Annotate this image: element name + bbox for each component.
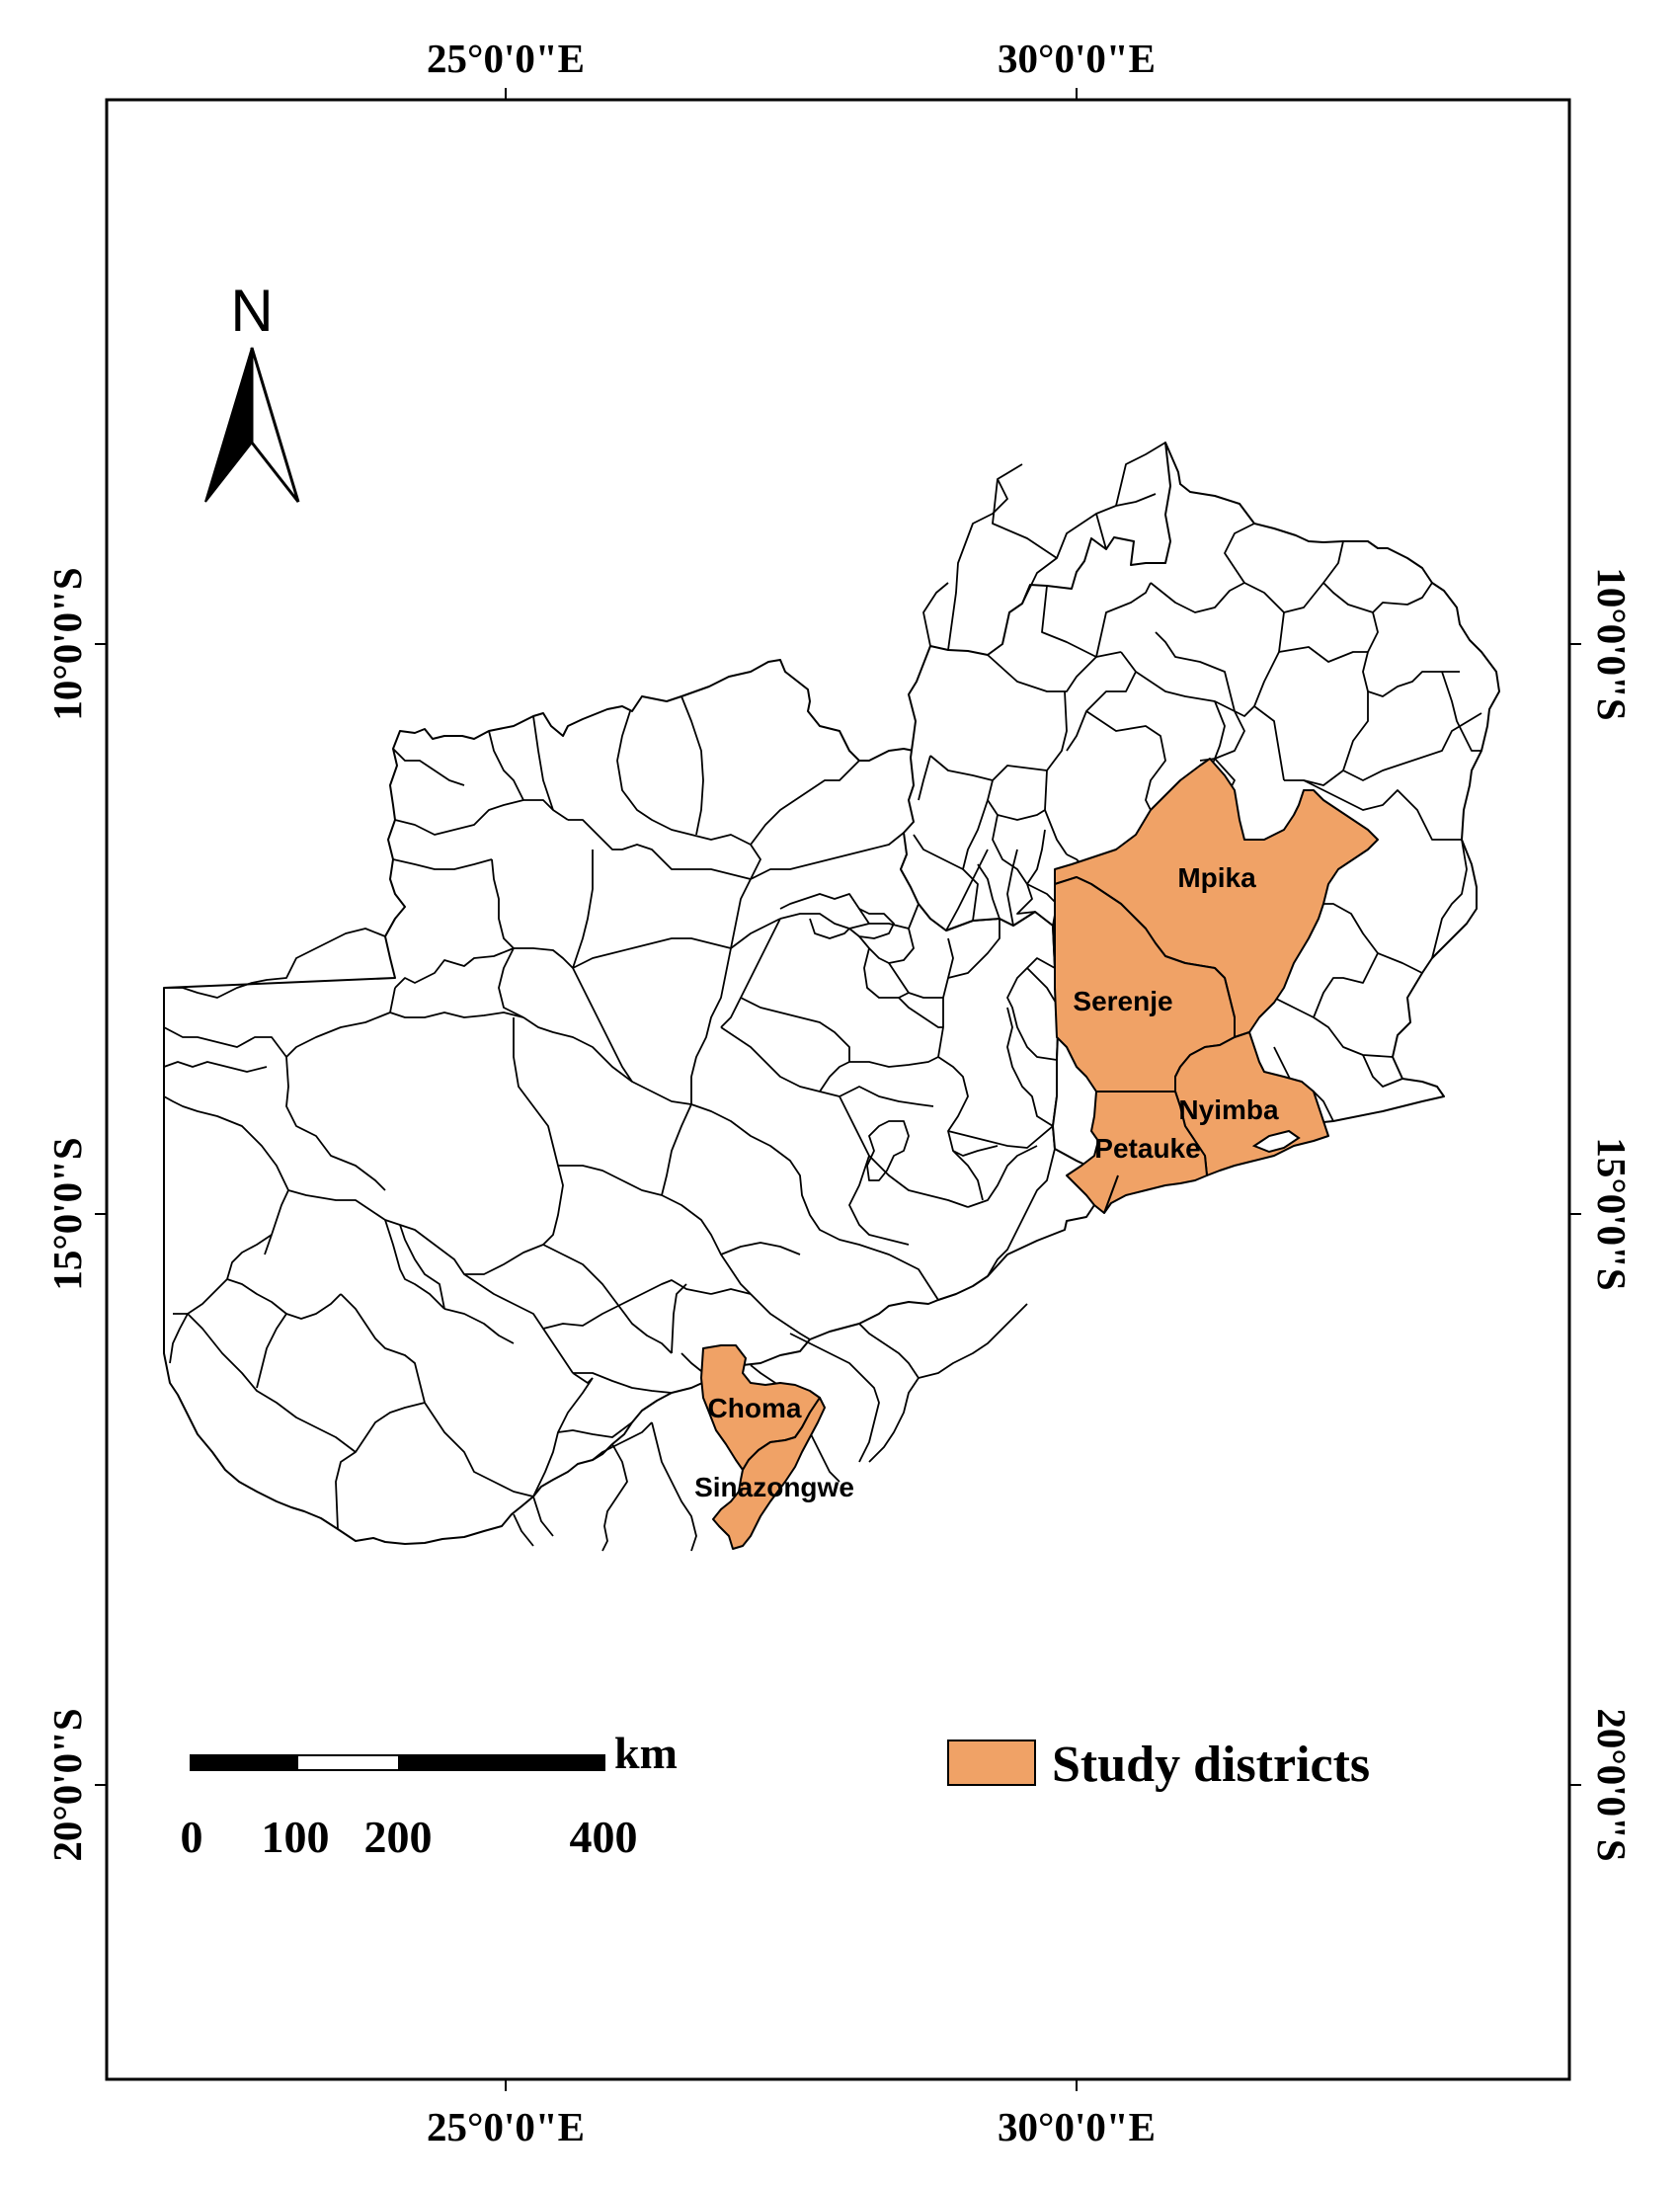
label-petauke: Petauke	[1094, 1133, 1200, 1164]
border-segment	[1103, 1174, 1119, 1214]
label-mpika: Mpika	[1177, 862, 1256, 893]
label-nyimba: Nyimba	[1178, 1094, 1279, 1125]
label-sinazongwe: Sinazongwe	[694, 1472, 854, 1502]
district-boundaries	[163, 442, 1482, 1552]
study-districts	[700, 758, 1379, 1550]
legend-label: Study districts	[1052, 1737, 1370, 1793]
scale-tick-100: 100	[262, 1812, 330, 1862]
label-choma: Choma	[708, 1393, 802, 1423]
scale-segment-100-200	[296, 1754, 400, 1771]
scale-tick-0: 0	[181, 1812, 203, 1862]
lon-label-bottom-30: 30°0'0"E	[998, 2104, 1156, 2149]
district-petauke	[1066, 1091, 1208, 1214]
district-sinazongwe	[712, 1397, 826, 1550]
map-frame	[105, 98, 1571, 2081]
scale-tick-400: 400	[570, 1812, 638, 1862]
graticule-ticks	[95, 88, 1581, 2091]
scale-segment-200-400	[398, 1754, 605, 1771]
scale-tick-200: 200	[364, 1812, 433, 1862]
lat-label-right-15: 15°0'0"S	[1589, 1137, 1635, 1290]
scale-segment-0-100	[190, 1754, 298, 1771]
scale-unit: km	[614, 1728, 678, 1778]
lat-label-right-10: 10°0'0"S	[1589, 567, 1635, 720]
north-label: N	[230, 278, 273, 344]
lon-label-top-30: 30°0'0"E	[998, 36, 1156, 81]
lat-label-left-10: 10°0'0"S	[44, 567, 90, 720]
lat-label-left-15: 15°0'0"S	[44, 1137, 90, 1290]
legend: Study districts	[947, 1737, 1370, 1793]
label-serenje: Serenje	[1073, 986, 1172, 1016]
legend-swatch	[947, 1740, 1036, 1786]
nyimba-notch	[1251, 1129, 1301, 1154]
lon-label-bottom-25: 25°0'0"E	[427, 2104, 585, 2149]
lon-label-top-25: 25°0'0"E	[427, 36, 585, 81]
scale-bar: km 0 100 200 400	[181, 1728, 678, 1862]
lat-label-right-20: 20°0'0"S	[1589, 1708, 1635, 1861]
north-arrow: N	[204, 278, 300, 503]
lat-label-left-20: 20°0'0"S	[44, 1708, 90, 1861]
